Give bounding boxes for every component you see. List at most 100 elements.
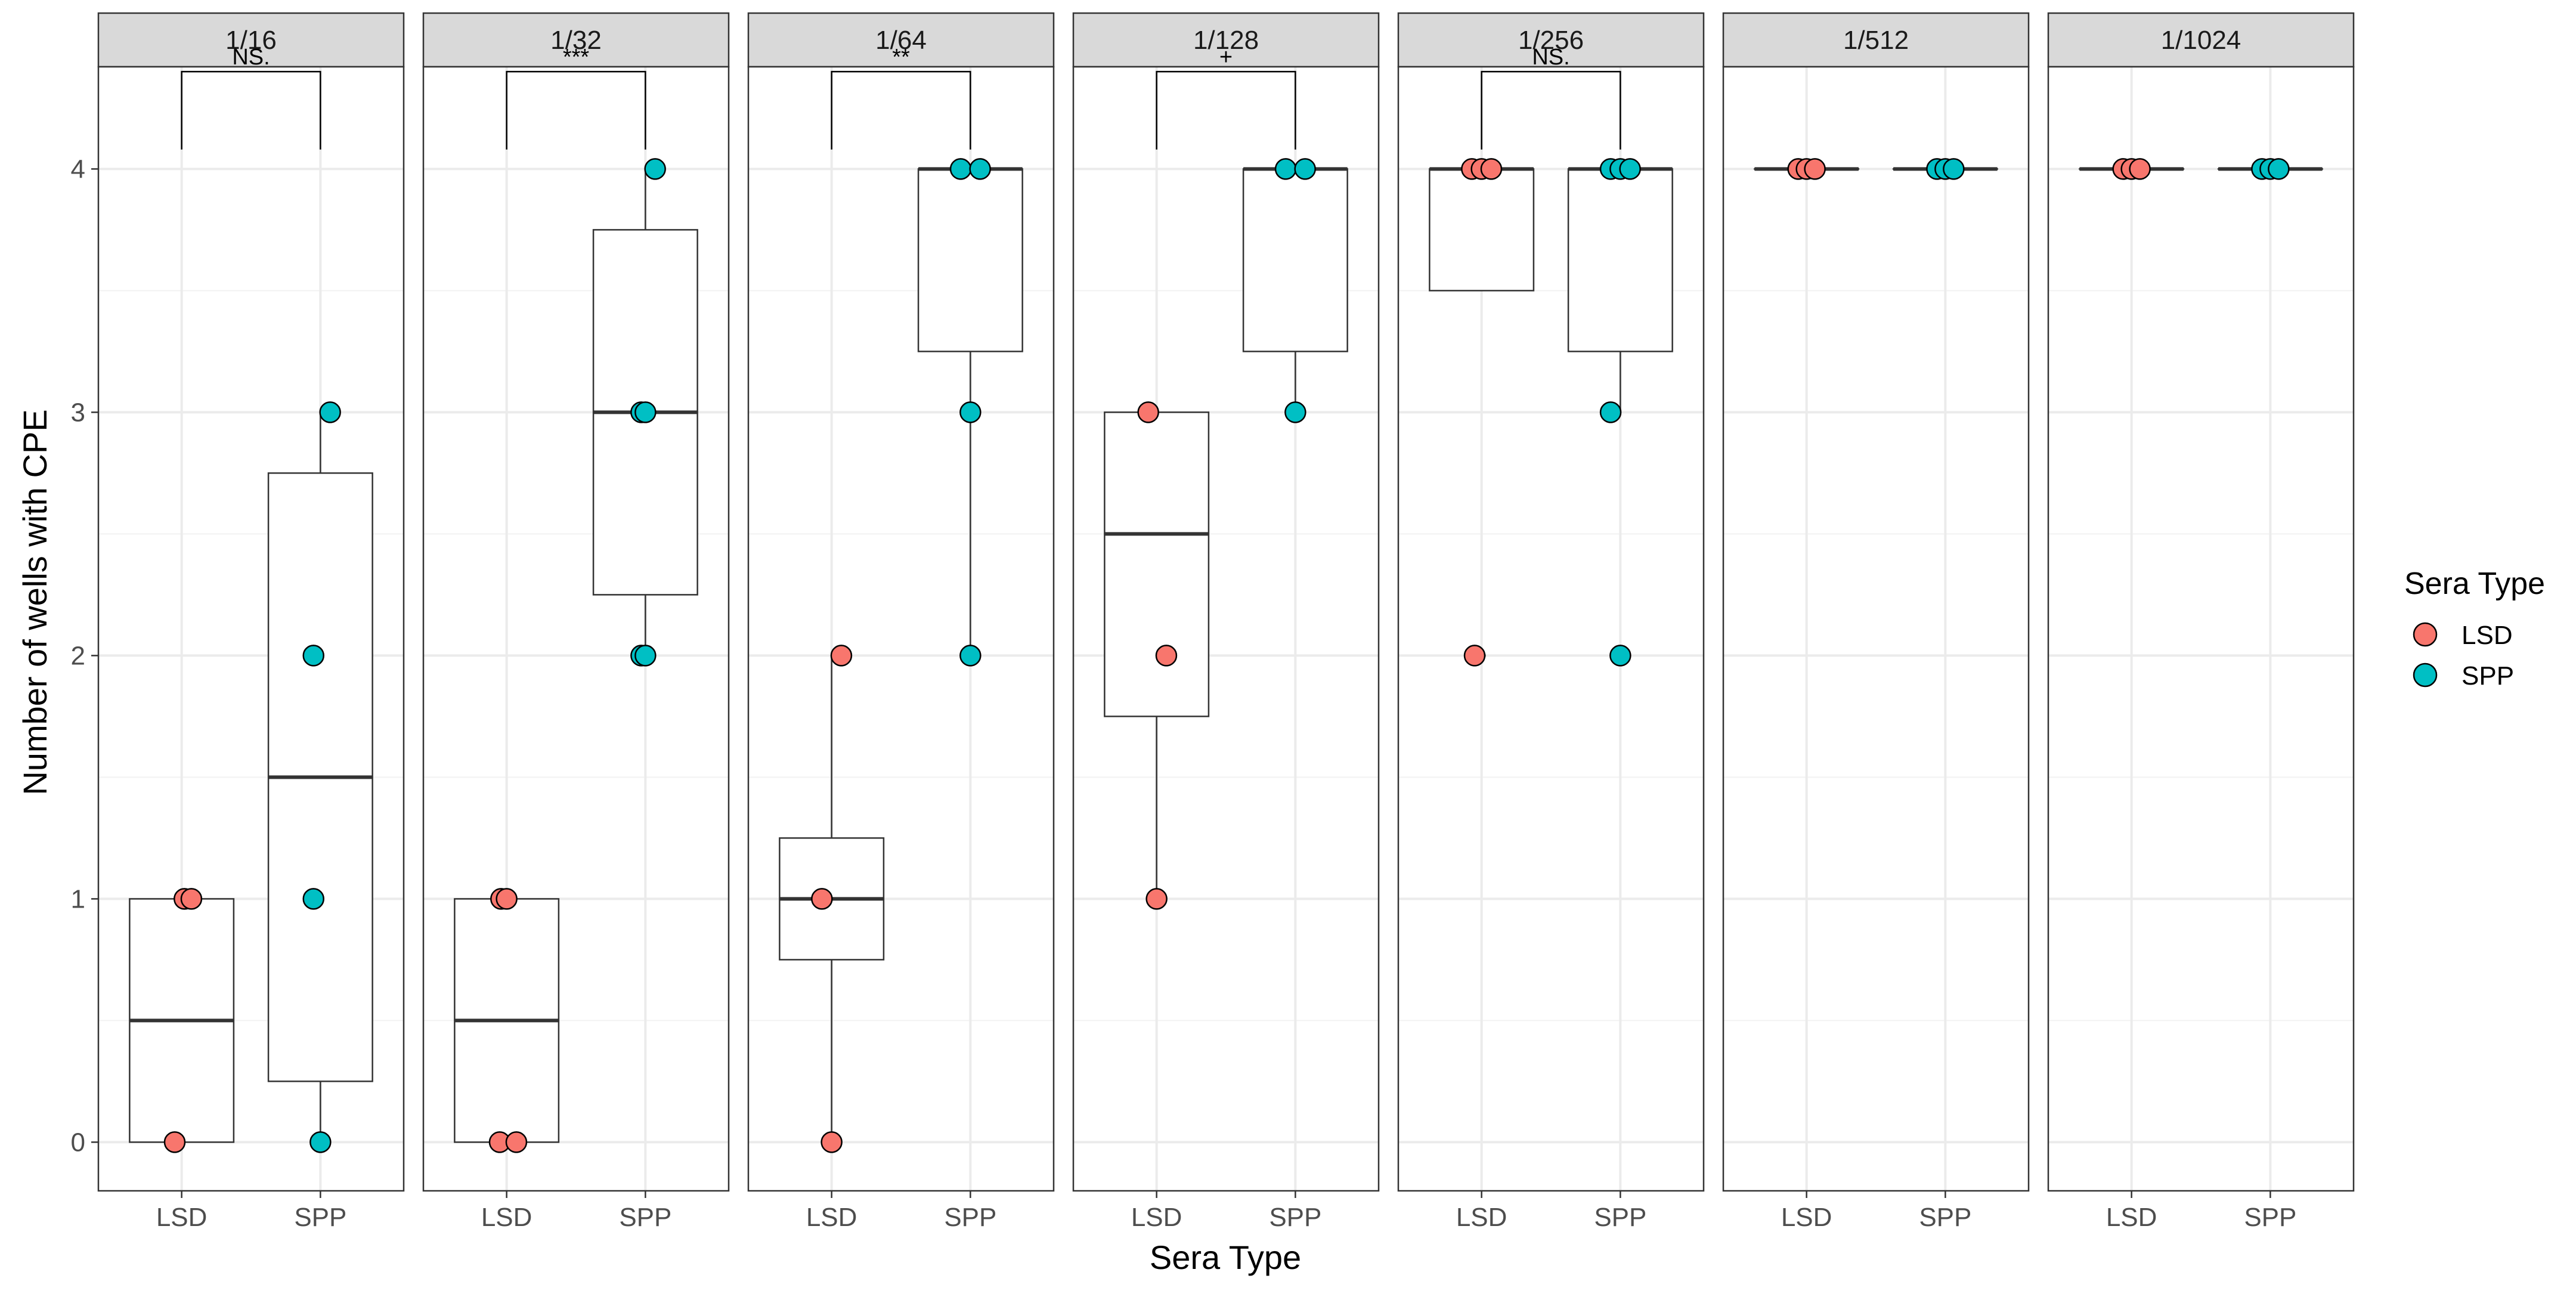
data-point-spp [1294,158,1316,180]
data-point-spp [634,645,657,667]
data-point-lsd [180,888,203,910]
box-spp [917,167,1023,656]
data-point-spp [309,1131,332,1153]
significance-label: ** [892,45,910,70]
significance-label: + [1219,45,1233,70]
data-point-spp [319,401,341,423]
data-point-lsd [1480,158,1503,180]
data-point-lsd [1145,888,1168,910]
data-point-lsd [505,1131,528,1153]
box-rect [917,168,1023,352]
data-point-spp [1619,158,1641,180]
legend-label-lsd: LSD [2462,621,2513,650]
data-point-lsd [1137,401,1159,423]
y-axis-title: Number of wells with CPE [16,409,54,795]
legend-entries: LSD SPP [2413,621,2514,691]
y-tick-label: 2 [71,641,85,670]
data-point-spp [644,158,666,180]
box-rect [1567,168,1673,352]
facet-strip [2047,12,2355,68]
significance-label: NS. [232,45,270,70]
x-tick-label: SPP [1594,1203,1646,1232]
data-point-spp [302,888,324,910]
x-tick-label: SPP [2244,1203,2296,1232]
box-rect [1429,168,1535,292]
data-point-spp [1943,158,1965,180]
x-tick-label: SPP [1269,1203,1321,1232]
significance-bracket [506,70,646,150]
box-lsd [1104,411,1210,899]
x-tick-label: SPP [1919,1203,1971,1232]
data-point-lsd [821,1131,843,1153]
facet-strip-label: 1/128 [1193,26,1259,55]
data-point-lsd [1463,645,1486,667]
data-point-lsd [830,645,853,667]
panel-border [1397,66,1705,1192]
facet-strip-label: 1/32 [550,26,602,55]
data-point-lsd [2129,158,2151,180]
box-spp [267,412,373,1143]
x-tick-label: LSD [156,1203,208,1232]
x-tick-label: LSD [1781,1203,1832,1232]
data-point-spp [1274,158,1297,180]
panel-border [747,66,1055,1192]
y-tick-label: 4 [71,154,85,184]
significance-label: *** [563,45,590,70]
facet-strip [422,12,730,68]
significance-bracket [831,70,971,150]
y-axis: 0 1 2 3 4 [71,154,98,1157]
x-tick-label: LSD [2106,1203,2157,1232]
facet-panel: 1/64** LSD SPP [747,12,1055,1232]
data-point-spp [2268,158,2290,180]
data-point-lsd [811,888,833,910]
x-axis-title: Sera Type [1150,1239,1301,1276]
data-point-spp [634,401,657,423]
box-lsd [454,898,560,1143]
legend-title: Sera Type [2404,566,2545,601]
x-tick-label: LSD [1456,1203,1507,1232]
box-lsd [129,898,235,1143]
legend-key-spp [2413,662,2438,688]
facet-panel: 1/128+ LSD SPP [1072,12,1380,1232]
data-point-spp [959,401,982,423]
significance-bracket [181,70,321,150]
panel-border [97,66,405,1192]
facet-strip-label: 1/16 [225,26,277,55]
significance-bracket [1156,70,1296,150]
data-point-spp [1284,401,1306,423]
data-point-lsd [163,1131,186,1153]
x-tick-label: LSD [481,1203,532,1232]
data-point-spp [302,645,324,667]
panel-border [2047,66,2355,1192]
data-point-spp [1599,401,1622,423]
facet-strip [1072,12,1380,68]
data-point-spp [1609,645,1631,667]
panel-border [422,66,730,1192]
panel-background [2048,67,2354,1191]
facet-strip-label: 1/512 [1843,26,1909,55]
y-tick-label: 3 [71,398,85,427]
box-spp [1242,167,1348,413]
y-tick-label: 1 [71,884,85,914]
legend-label-spp: SPP [2462,661,2514,691]
facet-strip [747,12,1055,68]
panel-border [1722,66,2030,1192]
data-point-spp [949,158,972,180]
x-tick-label: LSD [806,1203,857,1232]
data-point-spp [959,645,982,667]
facet-panel: 1/1024 LSD SPP [2047,12,2355,1232]
box-rect [1242,168,1348,352]
facet-strip-label: 1/64 [875,26,927,55]
box-rect [1104,411,1210,717]
data-point-spp [969,158,991,180]
significance-label: NS. [1532,45,1569,70]
data-point-lsd [496,888,518,910]
x-tick-label: SPP [294,1203,346,1232]
legend: Sera Type LSD SPP [2404,566,2545,691]
facet-strip-label: 1/256 [1518,26,1584,55]
data-point-lsd [1804,158,1826,180]
facet-strip [97,12,405,68]
